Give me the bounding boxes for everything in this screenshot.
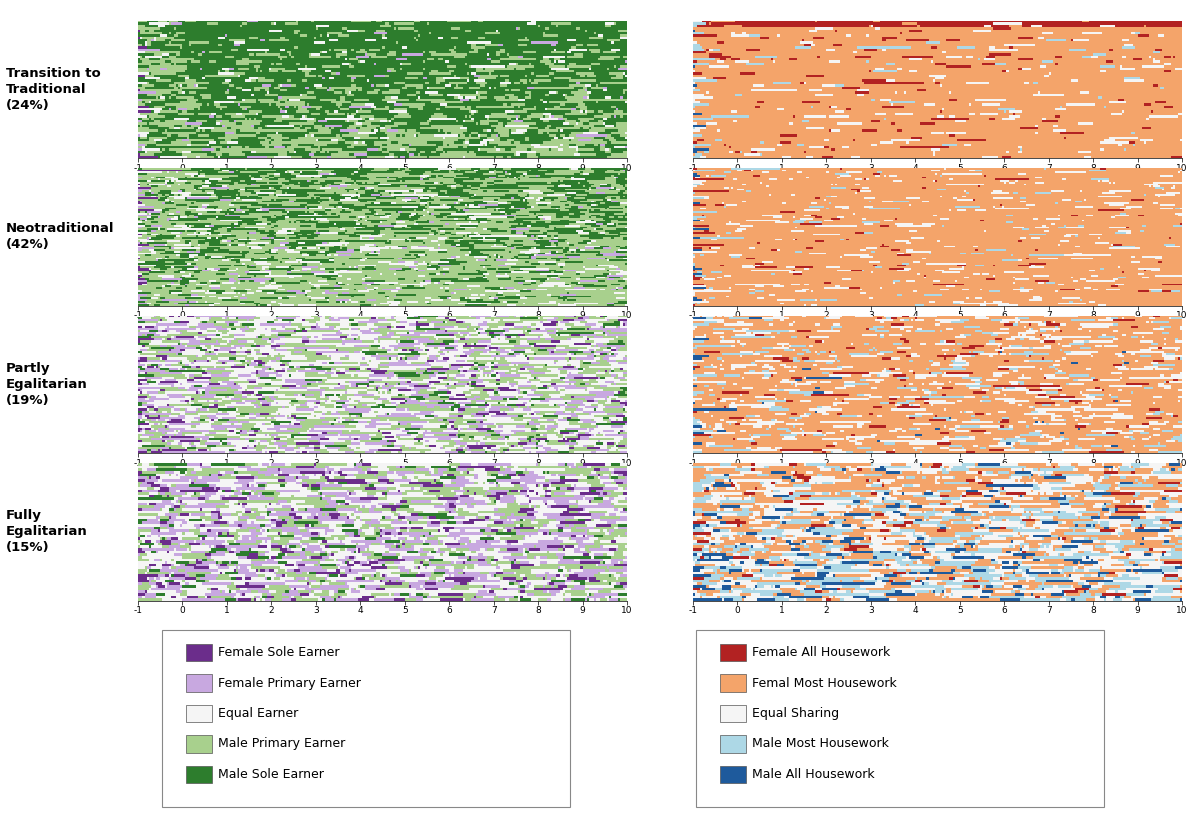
- Text: Transition to
Traditional
(24%): Transition to Traditional (24%): [6, 67, 101, 112]
- Text: Male All Housework: Male All Housework: [752, 768, 875, 781]
- Text: Femal Most Housework: Femal Most Housework: [752, 677, 898, 690]
- Text: Female Primary Earner: Female Primary Earner: [218, 677, 361, 690]
- Text: Fully
Egalitarian
(15%): Fully Egalitarian (15%): [6, 509, 88, 555]
- Text: Equal Sharing: Equal Sharing: [752, 707, 840, 720]
- Text: Female All Housework: Female All Housework: [752, 646, 890, 659]
- Text: Female Sole Earner: Female Sole Earner: [218, 646, 340, 659]
- Text: Male Sole Earner: Male Sole Earner: [218, 768, 324, 781]
- Text: Partly
Egalitarian
(19%): Partly Egalitarian (19%): [6, 362, 88, 407]
- Text: Male Most Housework: Male Most Housework: [752, 737, 889, 751]
- Text: Equal Earner: Equal Earner: [218, 707, 299, 720]
- Text: Neotraditional
(42%): Neotraditional (42%): [6, 222, 114, 251]
- Text: Male Primary Earner: Male Primary Earner: [218, 737, 346, 751]
